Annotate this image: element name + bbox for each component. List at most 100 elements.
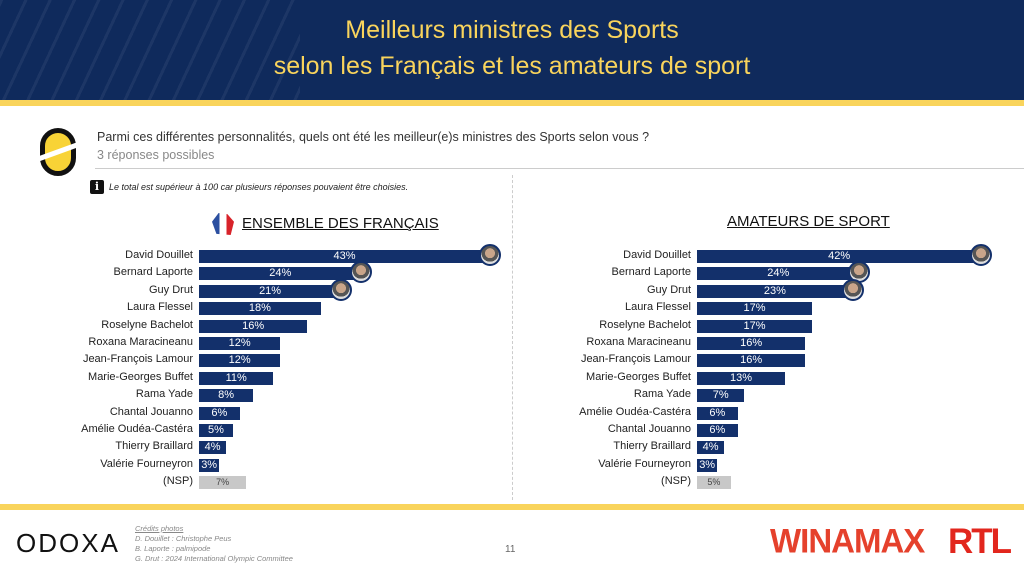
bar: 6%: [199, 406, 240, 420]
credits-title: Crédits photos: [135, 524, 184, 533]
bar-row: Chantal Jouanno 6%: [498, 422, 998, 439]
bar-row: Roselyne Bachelot 16%: [0, 318, 500, 335]
chart-title-text: AMATEURS DE SPORT: [727, 213, 890, 230]
category-label: Laura Flessel: [624, 301, 691, 314]
category-label: Bernard Laporte: [611, 266, 692, 279]
bar-row: Bernard Laporte 24%: [498, 261, 998, 284]
category-label: Roxana Maracineanu: [586, 336, 691, 348]
bar: 17%: [697, 302, 813, 316]
category-label: David Douillet: [623, 249, 691, 261]
bar-row: Bernard Laporte 24%: [0, 261, 500, 284]
bar-row: Jean-François Lamour 12%: [0, 352, 500, 369]
category-label: Rama Yade: [135, 388, 193, 401]
bar: 24%: [697, 267, 860, 281]
bar-row: (NSP) 5%: [498, 474, 998, 491]
credit-line: G. Drut : 2024 International Olympic Com…: [135, 554, 293, 563]
bar: 43%: [199, 250, 491, 263]
category-label: Jean-François Lamour: [580, 353, 691, 366]
bar: 23%: [697, 284, 853, 298]
bar: 3%: [697, 458, 718, 472]
category-label: Bernard Laporte: [113, 266, 194, 279]
odoxa-logo: ODOXA: [16, 528, 120, 558]
category-label: Guy Drut: [148, 283, 193, 296]
photo-credits: Crédits photos D. Douillet : Christophe …: [135, 524, 293, 564]
category-label: Marie-Georges Buffet: [88, 370, 193, 383]
credit-line: D. Douillet : Christophe Peus: [135, 534, 232, 543]
bar: 3%: [199, 458, 220, 472]
bar-row: Roselyne Bachelot 17%: [498, 318, 998, 335]
bar-row: Roxana Maracineanu 16%: [498, 335, 998, 352]
bar-row: Valérie Fourneyron 3%: [498, 457, 998, 474]
bar-row: Chantal Jouanno 6%: [0, 405, 500, 422]
category-label: Valérie Fourneyron: [598, 457, 691, 470]
info-icon: i: [90, 180, 104, 194]
bar-row: Guy Drut 21%: [0, 278, 500, 301]
bar-row: Laura Flessel 18%: [0, 300, 500, 317]
chart-divider: [512, 175, 513, 500]
category-label: Thierry Braillard: [115, 440, 193, 453]
portrait-photo-icon: [841, 278, 864, 301]
header-pattern: [0, 0, 300, 100]
bar: 11%: [199, 371, 274, 385]
bar: 16%: [697, 337, 806, 350]
page-number: 11: [505, 544, 516, 555]
accent-strip: [0, 100, 1024, 106]
chart-title-text: ENSEMBLE DES FRANÇAIS: [242, 214, 439, 232]
note-text: Le total est supérieur à 100 car plusieu…: [109, 182, 409, 192]
title-line-2: selon les Français et les amateurs de sp…: [273, 52, 751, 80]
bar: 5%: [199, 424, 233, 437]
bar-row: David Douillet 42%: [498, 244, 998, 266]
page-title: Meilleurs ministres des Sports selon les…: [0, 12, 1024, 84]
bar: 6%: [697, 424, 738, 437]
category-label: Laura Flessel: [126, 301, 193, 314]
category-label: David Douillet: [125, 249, 193, 261]
category-label: Guy Drut: [646, 283, 691, 296]
category-label: Rama Yade: [633, 388, 691, 401]
question-text: Parmi ces différentes personnalités, que…: [97, 130, 650, 144]
bar: 16%: [697, 354, 806, 368]
winamax-logo: WINAMAX: [770, 521, 925, 560]
bar: 12%: [199, 354, 281, 368]
footer-strip: [0, 504, 1024, 510]
category-label: Valérie Fourneyron: [100, 457, 193, 470]
category-label: Jean-François Lamour: [82, 353, 193, 366]
bar: 7%: [199, 476, 247, 490]
bar-row: Rama Yade 8%: [0, 387, 500, 404]
bar-row: (NSP) 7%: [0, 474, 500, 491]
bar-row: Marie-Georges Buffet 11%: [0, 370, 500, 387]
category-label: Marie-Georges Buffet: [586, 370, 691, 383]
rtl-logo: RTL: [948, 522, 1012, 561]
category-label: Thierry Braillard: [613, 440, 691, 453]
bar: 4%: [697, 441, 725, 455]
chart-title-amateurs: AMATEURS DE SPORT: [727, 213, 890, 230]
bar-row: Amélie Oudéa-Castéra 6%: [498, 405, 998, 422]
bar: 18%: [199, 302, 321, 316]
bar: 16%: [199, 319, 308, 333]
category-label: (NSP): [661, 475, 691, 488]
odoxa-logo-icon: [40, 128, 76, 176]
note: i Le total est supérieur à 100 car plusie…: [90, 180, 408, 194]
category-label: Roxana Maracineanu: [88, 336, 193, 348]
category-label: Chantal Jouanno: [109, 405, 193, 418]
category-label: Roselyne Bachelot: [101, 318, 193, 331]
bar: 7%: [697, 389, 745, 403]
bar-row: Rama Yade 7%: [498, 387, 998, 404]
portrait-photo-icon: [330, 278, 353, 301]
bar: 12%: [199, 337, 281, 350]
credit-line: B. Laporte : palmipode: [135, 544, 211, 553]
bar: 21%: [199, 284, 342, 298]
portrait-photo-icon: [350, 261, 373, 284]
question-subtitle: 3 réponses possibles: [97, 148, 215, 162]
bar: 24%: [199, 267, 362, 281]
divider: [95, 168, 1024, 169]
bar: 4%: [199, 441, 227, 455]
bar: 6%: [697, 406, 738, 420]
portrait-photo-icon: [479, 244, 502, 266]
chart-title-ensemble: ENSEMBLE DES FRANÇAIS: [212, 213, 439, 235]
france-flag-icon: [212, 213, 234, 235]
title-line-1: Meilleurs ministres des Sports: [345, 16, 679, 44]
portrait-photo-icon: [970, 244, 993, 266]
bar-row: David Douillet 43%: [0, 244, 502, 266]
bar: 42%: [697, 250, 982, 263]
category-label: Amélie Oudéa-Castéra: [579, 405, 691, 418]
